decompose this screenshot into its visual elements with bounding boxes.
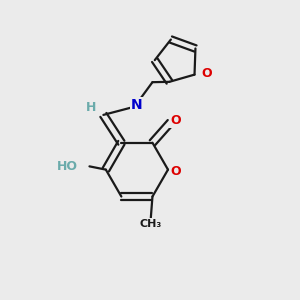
Text: N: N bbox=[130, 98, 142, 112]
Text: H: H bbox=[86, 101, 96, 114]
Text: O: O bbox=[202, 67, 212, 80]
Text: O: O bbox=[170, 114, 181, 127]
Text: O: O bbox=[171, 165, 181, 178]
Text: CH₃: CH₃ bbox=[140, 219, 162, 229]
Text: HO: HO bbox=[57, 160, 78, 173]
